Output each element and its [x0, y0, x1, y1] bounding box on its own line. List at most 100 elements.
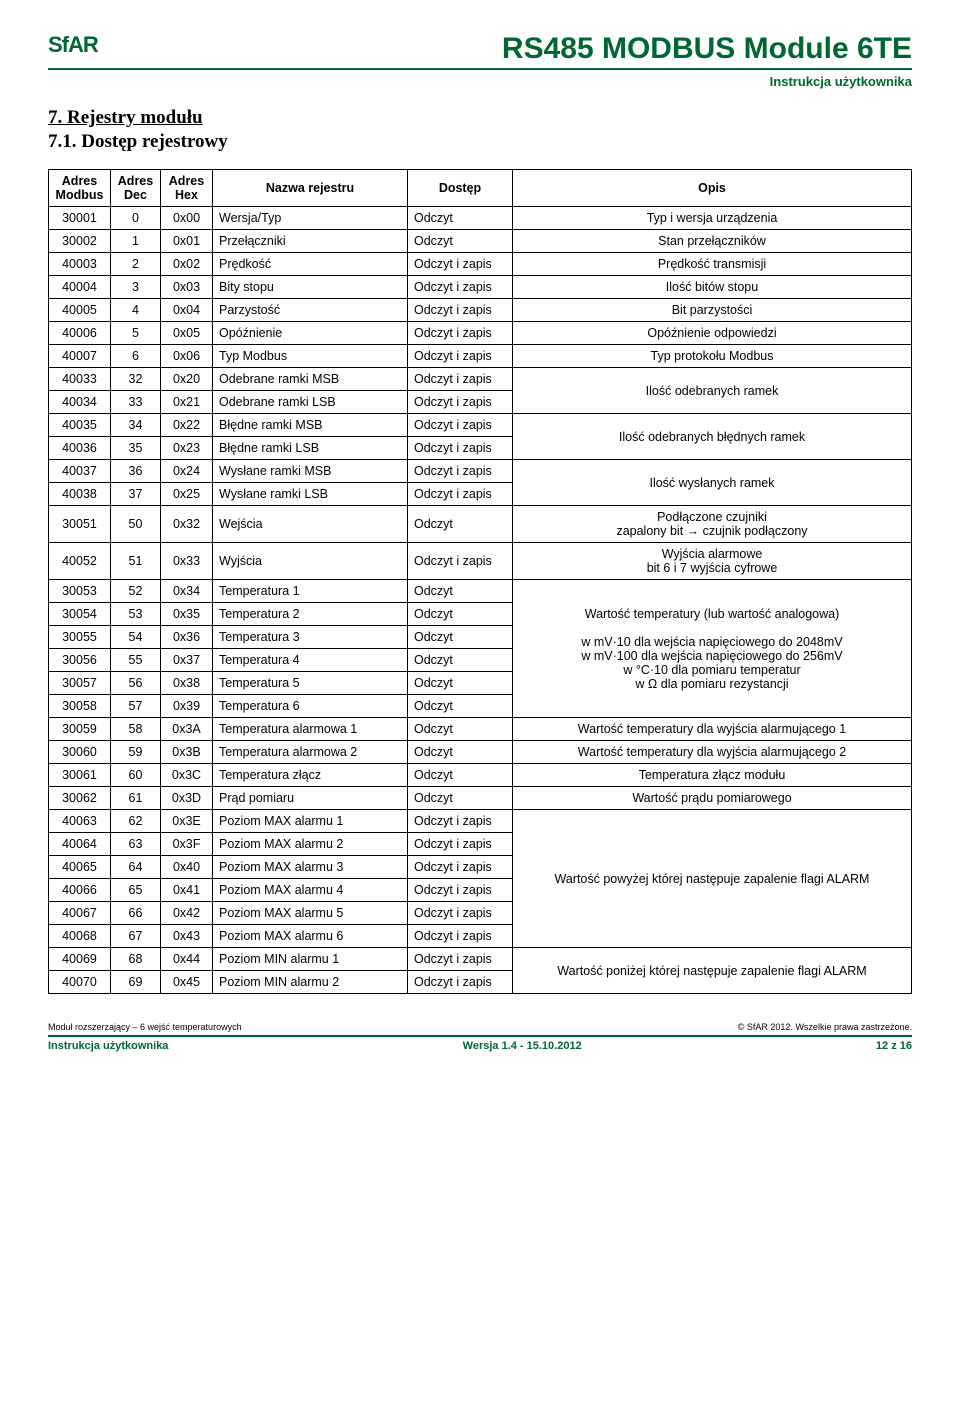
cell-access: Odczyt: [408, 506, 513, 543]
cell-name: Wysłane ramki LSB: [213, 483, 408, 506]
table-row: 4000320x02PrędkośćOdczyt i zapisPrędkość…: [49, 253, 912, 276]
cell-name: Temperatura 4: [213, 649, 408, 672]
subsection-heading: 7.1. Dostęp rejestrowy: [48, 131, 912, 153]
cell-access: Odczyt i zapis: [408, 322, 513, 345]
cell-dec: 55: [111, 649, 161, 672]
cell-name: Bity stopu: [213, 276, 408, 299]
th-hex: Adres Hex: [161, 170, 213, 207]
cell-hex: 0x41: [161, 879, 213, 902]
footer-bottom-left: Instrukcja użytkownika: [48, 1040, 168, 1052]
cell-desc: Ilość odebranych błędnych ramek: [513, 414, 912, 460]
logo: SfAR: [48, 32, 98, 58]
cell-modbus: 40035: [49, 414, 111, 437]
section-heading: 7. Rejestry modułu: [48, 107, 912, 129]
table-row: 40035340x22Błędne ramki MSBOdczyt i zapi…: [49, 414, 912, 437]
cell-access: Odczyt i zapis: [408, 902, 513, 925]
cell-desc: Ilość wysłanych ramek: [513, 460, 912, 506]
cell-dec: 62: [111, 810, 161, 833]
cell-dec: 63: [111, 833, 161, 856]
cell-desc: Typ i wersja urządzenia: [513, 207, 912, 230]
cell-name: Błędne ramki LSB: [213, 437, 408, 460]
cell-access: Odczyt i zapis: [408, 483, 513, 506]
cell-hex: 0x45: [161, 971, 213, 994]
cell-desc: Podłączone czujniki zapalony bit → czujn…: [513, 506, 912, 543]
cell-access: Odczyt: [408, 626, 513, 649]
cell-access: Odczyt i zapis: [408, 345, 513, 368]
cell-hex: 0x06: [161, 345, 213, 368]
cell-dec: 57: [111, 695, 161, 718]
cell-dec: 54: [111, 626, 161, 649]
cell-modbus: 30001: [49, 207, 111, 230]
cell-dec: 4: [111, 299, 161, 322]
cell-dec: 32: [111, 368, 161, 391]
cell-hex: 0x03: [161, 276, 213, 299]
cell-access: Odczyt i zapis: [408, 833, 513, 856]
document-subtitle: Instrukcja użytkownika: [48, 74, 912, 89]
cell-desc: Bit parzystości: [513, 299, 912, 322]
cell-name: Temperatura 5: [213, 672, 408, 695]
cell-dec: 60: [111, 764, 161, 787]
cell-modbus: 40004: [49, 276, 111, 299]
th-access: Dostęp: [408, 170, 513, 207]
cell-access: Odczyt i zapis: [408, 971, 513, 994]
cell-name: Poziom MAX alarmu 3: [213, 856, 408, 879]
cell-desc: Wartość temperatury dla wyjścia alarmują…: [513, 741, 912, 764]
cell-hex: 0x24: [161, 460, 213, 483]
cell-desc: Temperatura złącz modułu: [513, 764, 912, 787]
cell-dec: 69: [111, 971, 161, 994]
cell-access: Odczyt: [408, 718, 513, 741]
cell-name: Poziom MAX alarmu 1: [213, 810, 408, 833]
cell-access: Odczyt i zapis: [408, 856, 513, 879]
cell-modbus: 30060: [49, 741, 111, 764]
cell-name: Prędkość: [213, 253, 408, 276]
cell-hex: 0x01: [161, 230, 213, 253]
cell-modbus: 40006: [49, 322, 111, 345]
cell-hex: 0x38: [161, 672, 213, 695]
cell-hex: 0x00: [161, 207, 213, 230]
cell-modbus: 40070: [49, 971, 111, 994]
table-row: 3000210x01PrzełącznikiOdczytStan przełąc…: [49, 230, 912, 253]
cell-access: Odczyt: [408, 207, 513, 230]
table-row: 40063620x3EPoziom MAX alarmu 1Odczyt i z…: [49, 810, 912, 833]
cell-hex: 0x33: [161, 543, 213, 580]
cell-desc: Wartość temperatury (lub wartość analogo…: [513, 580, 912, 718]
cell-dec: 56: [111, 672, 161, 695]
cell-hex: 0x02: [161, 253, 213, 276]
cell-hex: 0x35: [161, 603, 213, 626]
cell-modbus: 30055: [49, 626, 111, 649]
cell-modbus: 40068: [49, 925, 111, 948]
cell-hex: 0x3A: [161, 718, 213, 741]
cell-name: Opóźnienie: [213, 322, 408, 345]
cell-dec: 36: [111, 460, 161, 483]
cell-hex: 0x42: [161, 902, 213, 925]
cell-modbus: 40007: [49, 345, 111, 368]
cell-name: Poziom MAX alarmu 2: [213, 833, 408, 856]
cell-access: Odczyt i zapis: [408, 299, 513, 322]
cell-access: Odczyt i zapis: [408, 414, 513, 437]
cell-name: Wejścia: [213, 506, 408, 543]
cell-hex: 0x3D: [161, 787, 213, 810]
cell-hex: 0x3B: [161, 741, 213, 764]
cell-desc: Opóźnienie odpowiedzi: [513, 322, 912, 345]
cell-hex: 0x3C: [161, 764, 213, 787]
cell-hex: 0x22: [161, 414, 213, 437]
th-modbus: Adres Modbus: [49, 170, 111, 207]
cell-dec: 3: [111, 276, 161, 299]
cell-hex: 0x39: [161, 695, 213, 718]
cell-access: Odczyt i zapis: [408, 253, 513, 276]
cell-name: Temperatura 3: [213, 626, 408, 649]
cell-name: Parzystość: [213, 299, 408, 322]
cell-dec: 1: [111, 230, 161, 253]
cell-access: Odczyt: [408, 764, 513, 787]
cell-hex: 0x21: [161, 391, 213, 414]
footer-bottom-center: Wersja 1.4 - 15.10.2012: [463, 1040, 582, 1052]
cell-name: Wysłane ramki MSB: [213, 460, 408, 483]
cell-name: Odebrane ramki LSB: [213, 391, 408, 414]
cell-access: Odczyt: [408, 787, 513, 810]
cell-modbus: 40064: [49, 833, 111, 856]
page-footer: Moduł rozszerzający – 6 wejść temperatur…: [48, 1022, 912, 1052]
cell-name: Temperatura alarmowa 2: [213, 741, 408, 764]
cell-dec: 35: [111, 437, 161, 460]
cell-modbus: 30062: [49, 787, 111, 810]
cell-modbus: 40033: [49, 368, 111, 391]
